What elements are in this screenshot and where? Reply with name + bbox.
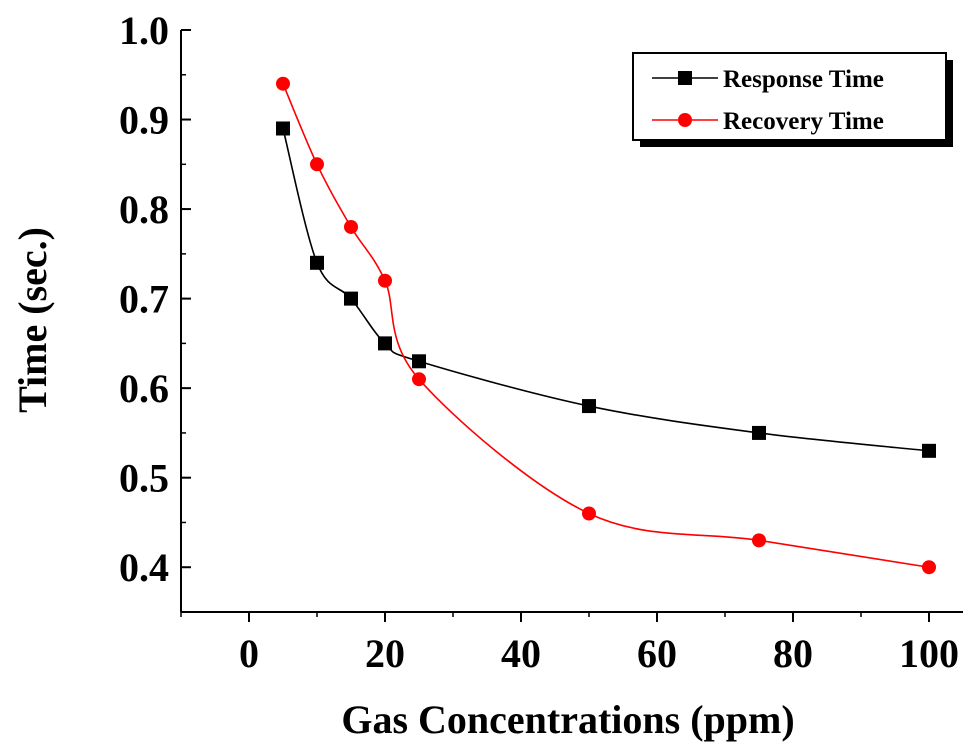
y-tick-label: 0.4 (119, 545, 169, 590)
data-point-square (344, 291, 358, 306)
x-tick-label: 100 (899, 631, 959, 676)
series-line-1 (282, 83, 930, 569)
y-tick-label: 0.5 (119, 456, 169, 501)
x-tick-label: 0 (239, 631, 259, 676)
x-tick-label: 20 (365, 631, 405, 676)
data-point-circle (276, 76, 290, 91)
data-point-square (582, 399, 596, 414)
data-point-square (310, 255, 324, 270)
x-tick-label: 80 (773, 631, 813, 676)
data-point-circle (582, 506, 596, 521)
data-point-square (412, 354, 426, 369)
data-point-square (752, 425, 766, 440)
data-point-circle (344, 219, 358, 234)
x-tick-label: 60 (637, 631, 677, 676)
data-point-square (378, 336, 392, 351)
series-line-0 (282, 128, 930, 452)
legend-marker-response (678, 71, 692, 85)
x-axis-title: Gas Concentrations (ppm) (341, 697, 794, 742)
data-point-square (276, 121, 290, 136)
legend-label-response: Response Time (723, 66, 884, 93)
data-point-circle (310, 157, 324, 172)
data-point-square (922, 443, 936, 458)
data-point-circle (922, 560, 936, 575)
y-tick-label: 0.9 (119, 98, 169, 143)
data-point-circle (752, 533, 766, 548)
axes: 0.4 0.5 0.6 0.7 0.8 0.9 1.0 0 20 40 60 80 100 (119, 8, 963, 676)
y-tick-label: 0.8 (119, 187, 169, 232)
y-tick-label: 0.6 (119, 366, 169, 411)
legend-marker-recovery (678, 113, 692, 127)
y-tick-label: 0.7 (119, 277, 169, 322)
data-point-circle (378, 273, 392, 288)
data-point-circle (412, 372, 426, 387)
y-axis-title: Time (sec.) (10, 227, 55, 413)
plot-series (276, 76, 936, 575)
legend-label-recovery: Recovery Time (723, 108, 884, 135)
x-tick-label: 40 (501, 631, 541, 676)
legend: Response Time Recovery Time (632, 52, 953, 147)
y-tick-label: 1.0 (119, 8, 169, 53)
